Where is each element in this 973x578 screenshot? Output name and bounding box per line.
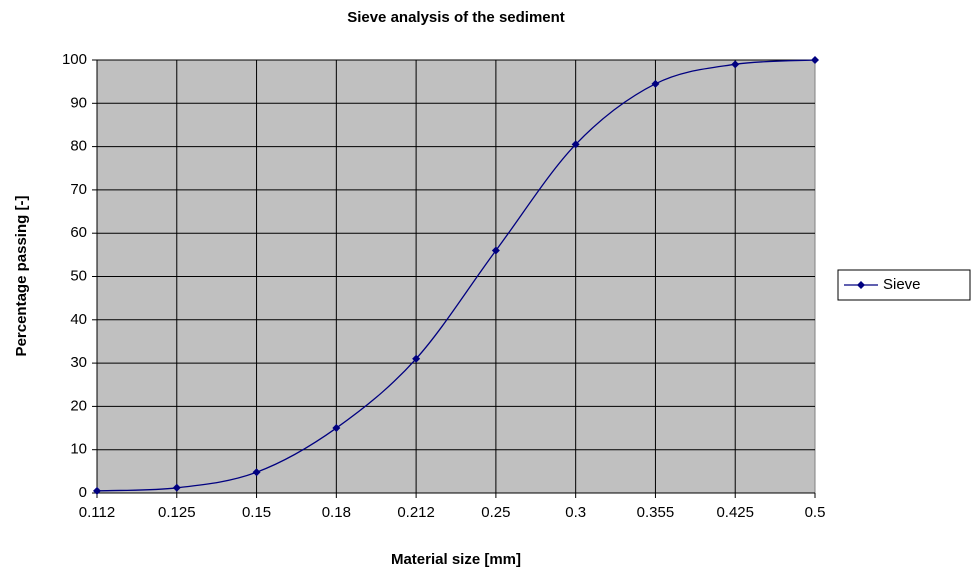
y-tick-label: 80 <box>70 138 87 155</box>
marker <box>731 60 740 69</box>
y-tick-label: 90 <box>70 94 87 111</box>
x-tick-label: 0.18 <box>322 504 351 521</box>
y-tick-label: 50 <box>70 267 87 284</box>
y-tick-label: 30 <box>70 354 87 371</box>
marker <box>811 56 819 64</box>
y-tick-label: 10 <box>70 441 87 458</box>
y-tick-label: 60 <box>70 224 87 241</box>
y-tick-label: 20 <box>70 397 87 414</box>
x-axis-title: Material size [mm] <box>391 551 521 568</box>
x-tick-label: 0.3 <box>565 504 586 521</box>
x-tick-label: 0.5 <box>805 504 826 521</box>
y-tick-label: 0 <box>79 484 87 501</box>
y-axis-title: Percentage passing [-] <box>13 196 30 357</box>
y-tick-label: 70 <box>70 181 87 198</box>
marker <box>571 140 580 149</box>
marker <box>332 424 341 433</box>
chart-title: Sieve analysis of the sediment <box>347 9 565 26</box>
legend-marker <box>857 281 865 289</box>
x-tick-label: 0.15 <box>242 504 271 521</box>
x-tick-label: 0.125 <box>158 504 196 521</box>
x-tick-label: 0.112 <box>79 504 115 521</box>
marker <box>412 354 421 363</box>
marker <box>252 468 261 477</box>
marker <box>491 246 500 255</box>
marker <box>172 483 181 492</box>
y-tick-label: 100 <box>62 51 87 68</box>
x-tick-label: 0.25 <box>481 504 510 521</box>
y-tick-label: 40 <box>70 311 87 328</box>
marker <box>651 79 660 88</box>
legend-label: Sieve <box>883 276 921 293</box>
x-tick-label: 0.212 <box>397 504 435 521</box>
series-line <box>96 59 816 492</box>
marker <box>93 486 101 495</box>
x-tick-label: 0.425 <box>716 504 754 521</box>
x-tick-label: 0.355 <box>637 504 675 521</box>
